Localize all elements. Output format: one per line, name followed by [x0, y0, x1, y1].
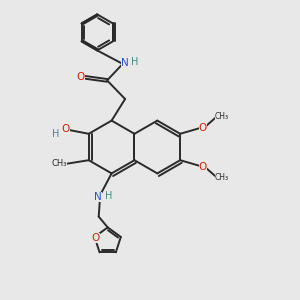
Text: O: O [199, 122, 207, 133]
Text: CH₃: CH₃ [52, 159, 68, 168]
Text: N: N [94, 191, 102, 202]
Text: N: N [121, 58, 129, 68]
Text: O: O [61, 124, 70, 134]
Text: H: H [131, 56, 138, 67]
Text: H: H [52, 129, 60, 139]
Text: H: H [105, 190, 112, 201]
Text: CH₃: CH₃ [215, 112, 229, 121]
Text: O: O [199, 161, 207, 172]
Text: CH₃: CH₃ [215, 173, 229, 182]
Text: O: O [77, 72, 85, 82]
Text: O: O [92, 233, 100, 243]
